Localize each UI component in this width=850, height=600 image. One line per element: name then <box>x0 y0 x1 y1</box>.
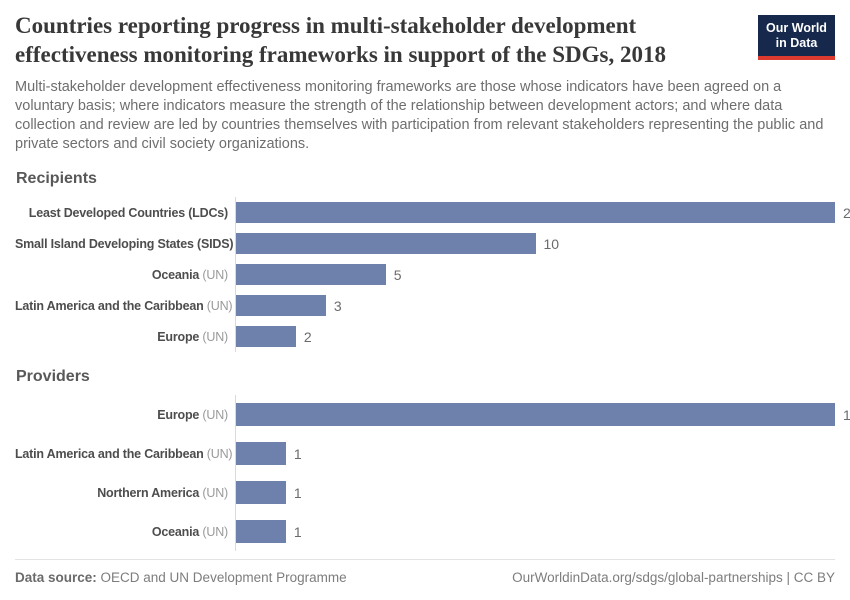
bar-label-latam-recipients: Latin America and the Caribbean (UN) <box>15 299 235 313</box>
bar-label-name: Latin America and the Caribbean <box>15 298 204 313</box>
bar-track: 1 <box>235 512 835 552</box>
bar-track: 1 <box>235 434 835 474</box>
recipients-chart: Least Developed Countries (LDCs) 20 Smal… <box>15 197 850 353</box>
bar-value-label: 12 <box>843 406 850 423</box>
bar-europe-recipients[interactable] <box>236 326 296 348</box>
bar-track: 12 <box>235 395 850 435</box>
bar-track: 10 <box>235 228 835 260</box>
data-source: Data source: OECD and UN Development Pro… <box>15 570 347 585</box>
bar-label-europe-providers: Europe (UN) <box>15 408 235 422</box>
bar-row-ldcs: Least Developed Countries (LDCs) 20 <box>15 197 850 229</box>
owid-logo-line2: in Data <box>775 35 818 50</box>
bar-label-name: Oceania <box>151 267 200 282</box>
bar-row-europe-providers: Europe (UN) 12 <box>15 395 850 435</box>
bar-value-label: 20 <box>843 204 850 221</box>
section-providers: Providers Europe (UN) 12 Latin America a… <box>15 368 850 552</box>
bar-label-northern-america: Northern America (UN) <box>15 486 235 500</box>
section-recipients: Recipients Least Developed Countries (LD… <box>15 170 850 353</box>
bar-track: 1 <box>235 473 835 513</box>
page-title: Countries reporting progress in multi-st… <box>15 13 666 67</box>
bar-value-label: 1 <box>293 445 302 462</box>
bar-label-sids: Small Island Developing States (SIDS) <box>15 237 235 251</box>
bar-label-europe-recipients: Europe (UN) <box>15 330 235 344</box>
bar-label-name: Europe <box>157 407 200 422</box>
bar-row-latam-providers: Latin America and the Caribbean (UN) 1 <box>15 434 835 474</box>
bar-latam-providers[interactable] <box>236 442 286 466</box>
bar-latam-recipients[interactable] <box>236 295 326 317</box>
bar-europe-providers[interactable] <box>236 403 835 427</box>
data-source-text: OECD and UN Development Programme <box>96 570 347 586</box>
bar-label-name: Latin America and the Caribbean <box>15 446 204 461</box>
bar-row-sids: Small Island Developing States (SIDS) 10 <box>15 228 835 260</box>
bar-track: 20 <box>235 197 850 229</box>
bar-label-ldcs: Least Developed Countries (LDCs) <box>15 206 235 220</box>
bar-label-suffix: (UN) <box>203 298 233 313</box>
bar-label-suffix: (UN) <box>199 485 228 500</box>
providers-chart: Europe (UN) 12 Latin America and the Car… <box>15 395 850 552</box>
bar-sids[interactable] <box>236 233 536 255</box>
bar-label-suffix: (UN) <box>199 407 228 422</box>
bar-value-label: 3 <box>333 297 342 314</box>
bar-label-suffix: (UN) <box>203 446 233 461</box>
owid-logo-line1: Our World <box>766 21 827 35</box>
bar-track: 5 <box>235 259 835 291</box>
bar-track: 3 <box>235 290 835 322</box>
bar-northern-america[interactable] <box>236 481 286 505</box>
bar-oceania-providers[interactable] <box>236 520 286 544</box>
bar-label-name: Northern America <box>97 485 200 500</box>
bar-track: 2 <box>235 321 835 353</box>
bar-row-europe-recipients: Europe (UN) 2 <box>15 321 835 353</box>
bar-label-suffix: (UN) <box>199 524 228 539</box>
bar-row-northern-america: Northern America (UN) 1 <box>15 473 835 513</box>
bar-row-oceania-recipients: Oceania (UN) 5 <box>15 259 835 291</box>
data-source-label: Data source: <box>15 570 97 586</box>
bar-label-oceania-providers: Oceania (UN) <box>15 525 235 539</box>
bar-label-name: Oceania <box>151 524 200 539</box>
bar-label-suffix: (UN) <box>199 267 228 282</box>
bar-value-label: 1 <box>293 523 302 540</box>
bar-value-label: 1 <box>293 484 302 501</box>
bar-ldcs[interactable] <box>236 202 835 224</box>
owid-url-link[interactable]: OurWorldinData.org/sdgs/global-partnersh… <box>512 570 835 586</box>
bar-value-label: 2 <box>303 328 312 345</box>
section-title-recipients: Recipients <box>16 170 97 188</box>
bar-label-name: Least Developed Countries (LDCs) <box>28 205 228 220</box>
owid-logo[interactable]: Our World in Data <box>758 15 835 60</box>
bar-label-latam-providers: Latin America and the Caribbean (UN) <box>15 447 235 461</box>
chart-subtitle: Multi-stakeholder development effectiven… <box>15 78 824 153</box>
footer: Data source: OECD and UN Development Pro… <box>15 559 835 585</box>
bar-label-name: Europe <box>157 329 200 344</box>
section-title-providers: Providers <box>16 368 90 386</box>
bar-value-label: 5 <box>393 266 402 283</box>
bar-oceania-recipients[interactable] <box>236 264 386 286</box>
bar-value-label: 10 <box>543 235 560 252</box>
header: Countries reporting progress in multi-st… <box>15 12 835 70</box>
bar-row-latam-recipients: Latin America and the Caribbean (UN) 3 <box>15 290 835 322</box>
bar-label-suffix: (UN) <box>199 329 228 344</box>
bar-label-name: Small Island Developing States (SIDS) <box>15 236 234 251</box>
bar-row-oceania-providers: Oceania (UN) 1 <box>15 512 835 552</box>
bar-label-oceania-recipients: Oceania (UN) <box>15 268 235 282</box>
